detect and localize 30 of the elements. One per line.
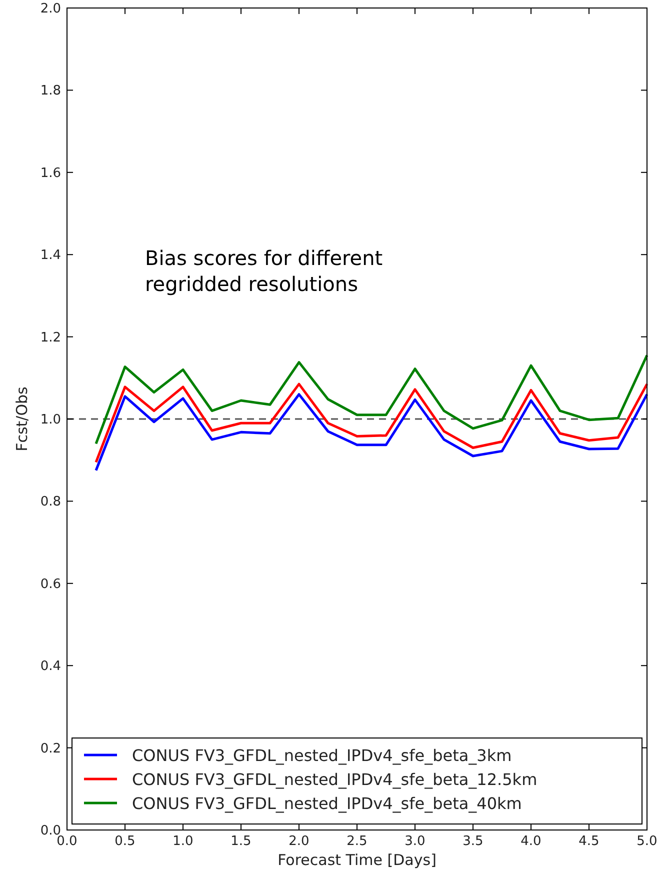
x-tick-label: 0.5	[114, 834, 136, 849]
y-tick-label: 1.4	[40, 248, 61, 264]
x-tick-label: 3.0	[404, 834, 426, 849]
legend-label: CONUS FV3_GFDL_nested_IPDv4_sfe_beta_3km	[132, 746, 512, 765]
y-tick-label: 2.0	[40, 2, 61, 16]
annotation: Bias scores for different regridded resolutions	[145, 246, 383, 296]
x-tick-label: 4.0	[520, 834, 542, 849]
x-axis-title: Forecast Time [Days]	[278, 851, 436, 869]
y-tick-label: 1.2	[40, 330, 61, 346]
y-tick-label: 0.4	[40, 659, 61, 674]
y-tick-label: 0.2	[40, 741, 61, 756]
x-tick-label: 2.5	[346, 834, 368, 849]
legend-label: CONUS FV3_GFDL_nested_IPDv4_sfe_beta_12.5km	[132, 770, 538, 789]
y-tick-label: 1.0	[40, 412, 61, 428]
x-tick-label: 2.0	[288, 834, 310, 849]
y-tick-label: 0.6	[40, 576, 61, 592]
line-series	[94, 393, 648, 472]
x-tick-label: 0.0	[56, 834, 78, 849]
line-series	[94, 382, 648, 464]
y-axis-title: Fcst/Obs	[13, 386, 31, 452]
legend-label: CONUS FV3_GFDL_nested_IPDv4_sfe_beta_40km	[132, 794, 522, 813]
x-tick-label: 3.5	[462, 834, 484, 849]
x-tick-label: 1.0	[172, 834, 194, 849]
x-tick-label: 5.0	[636, 834, 658, 849]
y-tick-label: 1.8	[40, 84, 61, 99]
line-series	[94, 354, 648, 445]
y-tick-label: 0.8	[40, 494, 61, 510]
x-tick-label: 4.5	[578, 834, 600, 849]
y-tick-label: 1.6	[40, 166, 61, 181]
x-tick-label: 1.5	[230, 834, 252, 849]
